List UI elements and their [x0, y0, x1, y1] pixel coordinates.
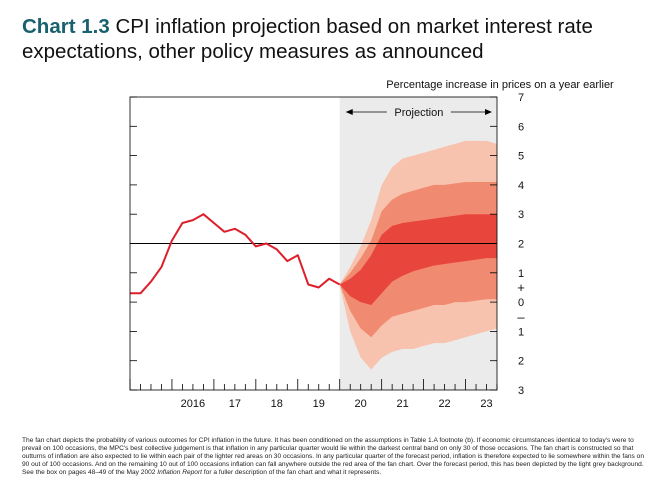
footnote: The fan chart depicts the probability of…: [22, 437, 644, 477]
x-axis-labels: 2016 17 18 19 20 21 22 23: [181, 398, 493, 410]
footnote-italic: Inflation Report: [157, 469, 202, 477]
x-tick-label: 23: [480, 398, 492, 410]
y-tick-label: 3: [518, 209, 524, 221]
footnote-text-end: for a fuller description of the fan char…: [202, 469, 382, 477]
x-tick-label: 22: [438, 398, 450, 410]
chart-title-text: CPI inflation projection based on market…: [22, 15, 593, 63]
y-tick-label: 1: [518, 268, 524, 280]
chart-number: Chart 1.3: [22, 15, 110, 38]
y-tick-label: 5: [518, 151, 524, 163]
chart-title: Chart 1.3 CPI inflation projection based…: [22, 14, 662, 64]
y-tick-label: 2: [518, 239, 524, 251]
x-tick-label: 17: [229, 398, 241, 410]
y-tick-label: 4: [518, 180, 524, 192]
y-tick-label: +: [517, 280, 525, 295]
footnote-text: The fan chart depicts the probability of…: [22, 437, 645, 477]
x-tick-label: 18: [271, 398, 283, 410]
axis-ticks: [129, 96, 498, 391]
y-axis-unit-label: Percentage increase in prices on a year …: [386, 79, 614, 91]
projection-marker: Projection: [345, 107, 492, 119]
y-tick-label: 7: [518, 92, 524, 104]
y-tick-label: 0: [518, 297, 524, 309]
y-tick-label: 3: [518, 385, 524, 397]
projection-arrowhead-left: [345, 109, 353, 115]
x-tick-label: 2016: [181, 398, 205, 410]
x-tick-label: 20: [355, 398, 367, 410]
history-line: [130, 213, 341, 295]
x-tick-label: 19: [313, 398, 325, 410]
projection-label: Projection: [394, 107, 443, 119]
x-tick-label: 21: [397, 398, 409, 410]
fan-band-central: [339, 214, 497, 305]
y-tick-label: 6: [518, 121, 524, 133]
y-tick-label: –: [517, 309, 525, 324]
y-tick-label: 1: [518, 326, 524, 338]
fan-bands: [339, 140, 497, 370]
projection-arrowhead-right: [485, 109, 492, 115]
y-tick-label: 2: [518, 356, 524, 368]
